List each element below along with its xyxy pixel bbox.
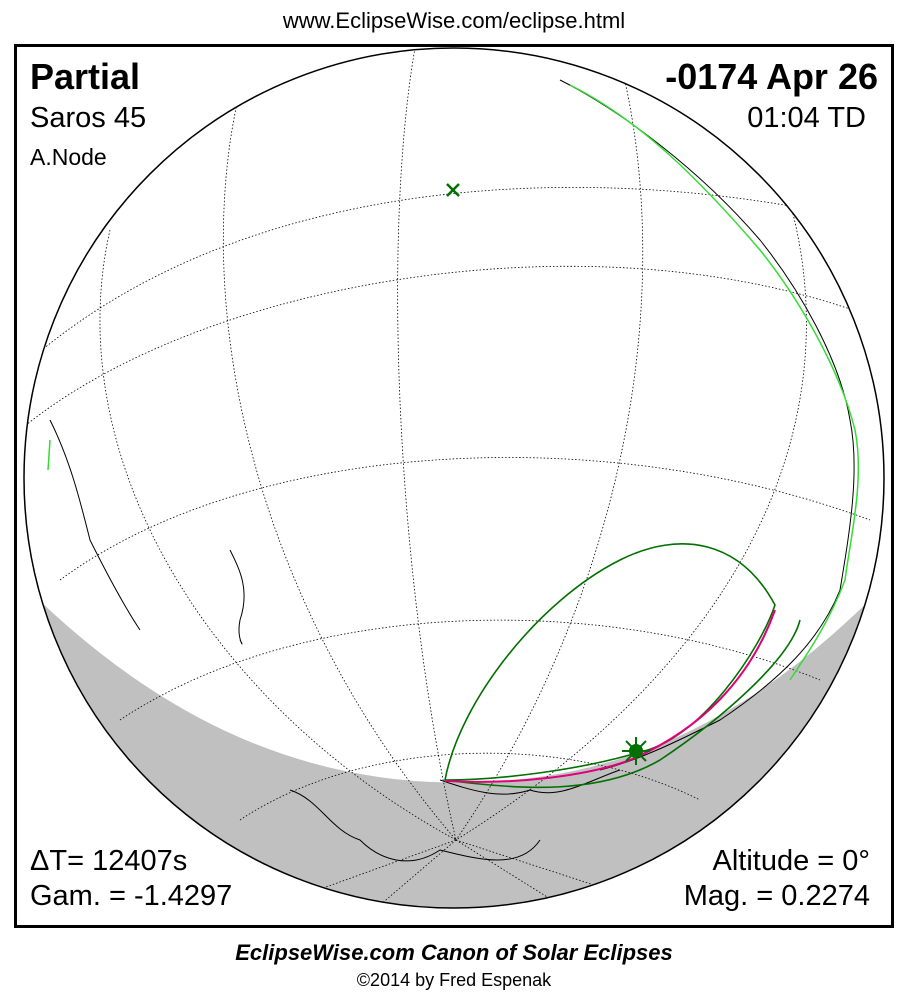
- greatest-eclipse-sun-icon: [622, 737, 650, 765]
- footer-copyright: ©2014 by Fred Espenak: [356, 970, 552, 990]
- sub-lunar-point-x-icon: [446, 183, 460, 197]
- magnitude: Mag. = 0.2274: [683, 880, 870, 912]
- footer-title: EclipseWise.com Canon of Solar Eclipses: [235, 940, 673, 965]
- max-eclipse-sunrise-line: [444, 609, 776, 783]
- node: A.Node: [30, 144, 107, 170]
- header-url: www.EclipseWise.com/eclipse.html: [282, 8, 626, 33]
- penumbral-limit-curve: [444, 543, 776, 781]
- globe-outline: [23, 47, 885, 909]
- altitude: Altitude = 0°: [712, 845, 870, 877]
- eclipse-date: -0174 Apr 26: [665, 56, 878, 97]
- eclipse-type: Partial: [30, 56, 141, 97]
- delta-t: ΔT= 12407s: [30, 845, 188, 877]
- map-frame: [14, 44, 894, 928]
- penumbral-limit-curve-outer: [444, 619, 801, 789]
- gamma: Gam. = -1.4297: [30, 880, 233, 912]
- globe: [24, 48, 884, 908]
- coastlines: [49, 79, 855, 862]
- coastline-highlight: [47, 84, 860, 681]
- saros-number: Saros 45: [30, 102, 147, 134]
- eclipse-time: 01:04 TD: [747, 102, 866, 134]
